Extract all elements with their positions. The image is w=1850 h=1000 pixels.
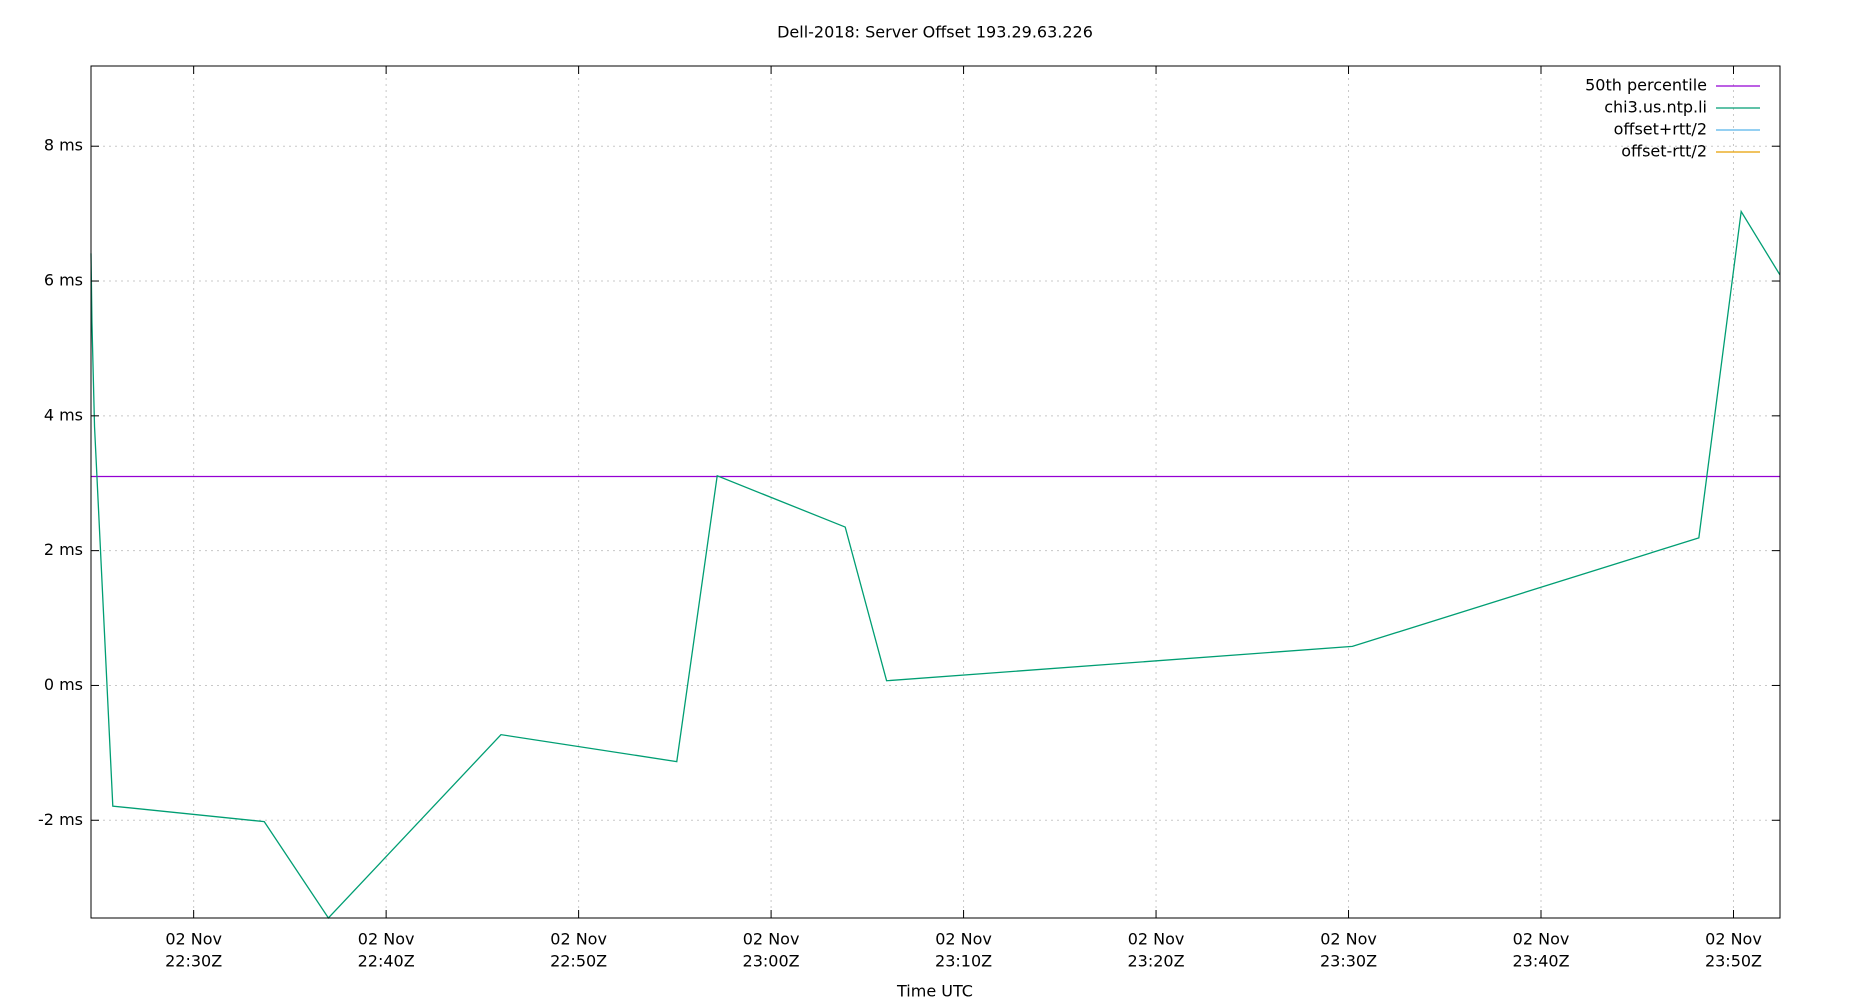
data-line [90, 209, 1781, 920]
y-tick-label: -2 ms [38, 810, 83, 829]
legend-label: 50th percentile [1585, 76, 1707, 95]
x-tick-label: 02 Nov [1128, 930, 1185, 949]
x-tick-label: 23:40Z [1512, 952, 1569, 971]
chart-title: Dell-2018: Server Offset 193.29.63.226 [777, 23, 1093, 42]
x-tick-label: 02 Nov [1513, 930, 1570, 949]
legend-label: offset-rtt/2 [1621, 142, 1707, 161]
x-tick-label: 22:50Z [550, 952, 607, 971]
y-tick-label: 8 ms [44, 136, 83, 155]
x-tick-label: 22:40Z [358, 952, 415, 971]
x-tick-label: 23:20Z [1128, 952, 1185, 971]
x-tick-label: 02 Nov [1320, 930, 1377, 949]
x-tick-label: 23:10Z [935, 952, 992, 971]
x-tick-label: 02 Nov [550, 930, 607, 949]
x-tick-label: 22:30Z [165, 952, 222, 971]
x-tick-label: 02 Nov [743, 930, 800, 949]
x-tick-label: 23:00Z [743, 952, 800, 971]
y-tick-label: 6 ms [44, 271, 83, 290]
legend-label: offset+rtt/2 [1614, 120, 1707, 139]
x-tick-label: 02 Nov [358, 930, 415, 949]
x-tick-label: 23:50Z [1705, 952, 1762, 971]
x-tick-label: 02 Nov [935, 930, 992, 949]
y-tick-label: 0 ms [44, 675, 83, 694]
plot-border [90, 65, 1781, 919]
x-tick-label: 02 Nov [165, 930, 222, 949]
legend-label: chi3.us.ntp.li [1604, 98, 1707, 117]
x-tick-label: 23:30Z [1320, 952, 1377, 971]
y-tick-label: 2 ms [44, 540, 83, 559]
plot-area [90, 66, 1781, 920]
y-tick-label: 4 ms [44, 405, 83, 424]
x-axis-label: Time UTC [896, 982, 973, 1000]
x-tick-label: 02 Nov [1705, 930, 1762, 949]
